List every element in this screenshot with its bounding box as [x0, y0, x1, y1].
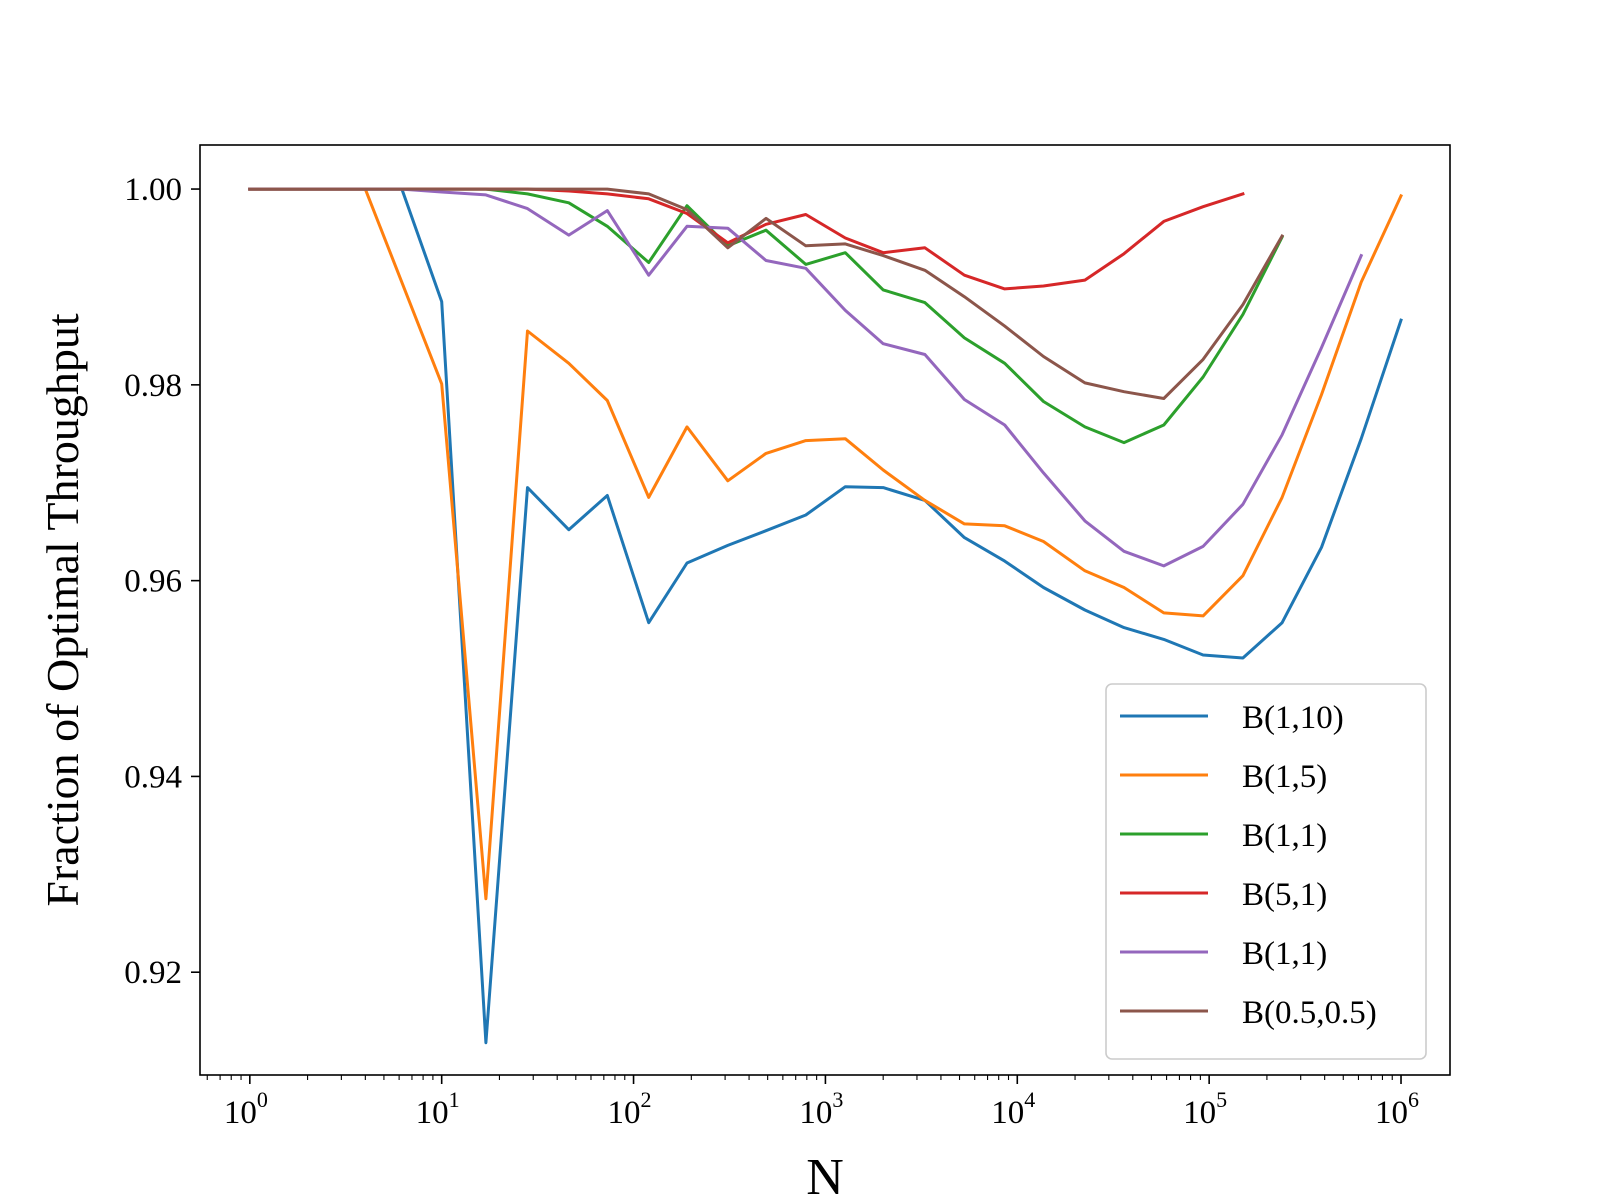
x-tick-label: 104	[991, 1087, 1035, 1131]
legend-label: B(1,5)	[1242, 759, 1327, 795]
x-tick-label: 105	[1183, 1087, 1227, 1131]
x-axis-label: N	[806, 1149, 844, 1200]
series-line-2	[248, 187, 1403, 901]
series-line-3	[248, 187, 1285, 445]
legend-label: B(1,1)	[1242, 818, 1327, 854]
legend-label: B(1,1)	[1242, 936, 1327, 972]
legend-label: B(0.5,0.5)	[1242, 995, 1377, 1031]
y-axis-label: Fraction of Optimal Throughput	[37, 313, 88, 906]
y-tick-label: 0.98	[124, 368, 182, 404]
y-tick-label: 0.94	[124, 759, 182, 795]
series-lines	[248, 187, 1403, 1045]
ticks-layer: 100 101 102 103 104 105 106 0.92 0.94 0.96 0.98 1.0…	[124, 172, 1419, 1131]
series-line-5	[248, 187, 1364, 568]
x-tick-label: 102	[608, 1087, 652, 1131]
x-tick-label: 100	[224, 1087, 268, 1131]
legend-label: B(1,10)	[1242, 700, 1344, 736]
x-tick-label: 101	[416, 1087, 460, 1131]
legend-label: B(5,1)	[1242, 877, 1327, 913]
series-line-6	[248, 187, 1285, 400]
x-tick-label: 106	[1375, 1087, 1419, 1131]
plot-frame	[199, 144, 1451, 1076]
y-tick-label: 1.00	[124, 172, 182, 208]
x-tick-label: 103	[799, 1087, 843, 1131]
legend-box	[1105, 683, 1427, 1060]
legend: B(1,10) B(1,5) B(1,1) B(5,1) B(1,1) B(0.5,0.5…	[1105, 683, 1427, 1060]
series-line-1	[248, 187, 1403, 1045]
y-tick-label: 0.92	[124, 955, 182, 991]
y-tick-label: 0.96	[124, 564, 182, 600]
